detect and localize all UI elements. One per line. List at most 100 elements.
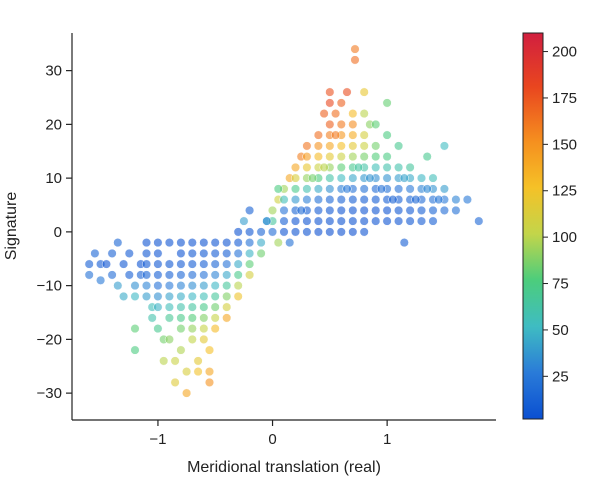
scatter-point <box>199 248 209 258</box>
scatter-point <box>210 238 220 248</box>
scatter-point <box>164 334 174 344</box>
scatter-point <box>439 141 449 151</box>
scatter-point <box>199 270 209 280</box>
scatter-point <box>279 216 289 226</box>
scatter-point <box>302 141 312 151</box>
scatter-point <box>170 377 180 387</box>
scatter-point <box>348 141 358 151</box>
scatter-point <box>359 109 369 119</box>
scatter-point <box>193 356 203 366</box>
scatter-point <box>302 216 312 226</box>
y-tick-label: −30 <box>37 385 62 402</box>
y-tick-label: −20 <box>37 331 62 348</box>
scatter-point <box>199 291 209 301</box>
scatter-point <box>193 367 203 377</box>
scatter-point <box>245 238 255 248</box>
scatter-point <box>296 205 306 215</box>
colorbar-ticks: 25 50 75 100 125 150 175 200 <box>543 44 577 385</box>
scatter-point <box>394 184 404 194</box>
scatter-point <box>267 205 278 215</box>
scatter-points <box>84 44 484 398</box>
scatter-point <box>336 216 346 226</box>
scatter-point <box>222 238 232 248</box>
colorbar-tick-label: 200 <box>552 44 577 61</box>
y-tick-label: 30 <box>45 63 62 80</box>
scatter-point <box>199 334 209 344</box>
scatter-point <box>428 216 438 226</box>
scatter-point <box>141 259 152 269</box>
y-tick-label: 0 <box>54 224 62 241</box>
scatter-point <box>153 302 163 312</box>
scatter-point <box>325 98 335 108</box>
scatter-point <box>302 195 312 205</box>
scatter-point <box>428 173 438 183</box>
scatter-point <box>96 275 106 285</box>
scatter-point <box>371 152 381 162</box>
scatter-point <box>313 227 323 237</box>
scatter-point <box>222 248 232 258</box>
scatter-point <box>365 173 375 183</box>
scatter-point <box>359 205 369 215</box>
scatter-point <box>336 162 346 172</box>
scatter-point <box>187 334 197 344</box>
scatter-point <box>210 324 220 334</box>
x-tick-label: −1 <box>149 431 166 448</box>
scatter-point <box>313 205 323 215</box>
scatter-point <box>233 259 243 269</box>
scatter-point <box>176 345 186 355</box>
scatter-point <box>348 109 358 119</box>
scatter-point <box>348 130 358 140</box>
scatter-point <box>176 291 186 301</box>
scatter-point <box>394 216 404 226</box>
scatter-point <box>107 248 117 258</box>
scatter-point <box>382 130 392 140</box>
scatter-point <box>350 44 360 54</box>
scatter-point <box>371 141 381 151</box>
scatter-point <box>187 238 197 248</box>
scatter-point <box>84 270 94 280</box>
scatter-point <box>187 291 197 301</box>
scatter-point <box>325 152 335 162</box>
scatter-point <box>405 205 415 215</box>
scatter-point <box>416 205 427 215</box>
scatter-point <box>405 162 415 172</box>
y-tick-label: 10 <box>45 170 62 187</box>
scatter-point <box>308 173 318 183</box>
scatter-point <box>359 195 369 205</box>
scatter-point <box>233 238 243 248</box>
scatter-point <box>124 270 134 280</box>
scatter-point <box>399 238 409 248</box>
scatter-point <box>331 130 341 140</box>
scatter-point <box>222 259 232 269</box>
scatter-point <box>348 216 358 226</box>
scatter-point <box>348 173 358 183</box>
x-tick-label: 0 <box>268 431 276 448</box>
scatter-point <box>153 270 163 280</box>
scatter-point <box>353 162 364 172</box>
scatter-point <box>210 281 220 291</box>
scatter-point <box>222 291 232 301</box>
scatter-point <box>325 205 335 215</box>
scatter-point <box>141 291 152 301</box>
scatter-point <box>141 248 152 258</box>
scatter-point <box>233 248 243 258</box>
scatter-point <box>290 162 301 172</box>
scatter-point <box>141 238 152 248</box>
scatter-point <box>359 152 369 162</box>
colorbar-tick-label: 75 <box>552 276 569 293</box>
scatter-point <box>130 281 140 291</box>
scatter-point <box>176 324 186 334</box>
scatter-point <box>210 259 220 269</box>
scatter-point <box>325 173 335 183</box>
x-axis-ticks: −1 0 1 <box>149 420 391 448</box>
scatter-point <box>313 130 323 140</box>
scatter-point <box>371 162 381 172</box>
scatter-point <box>90 248 100 258</box>
y-tick-label: −10 <box>37 278 62 295</box>
scatter-point <box>394 205 404 215</box>
scatter-point <box>222 302 232 312</box>
scatter-point <box>313 195 323 205</box>
scatter-point <box>204 377 215 387</box>
scatter-point <box>399 173 409 183</box>
scatter-point <box>416 216 427 226</box>
